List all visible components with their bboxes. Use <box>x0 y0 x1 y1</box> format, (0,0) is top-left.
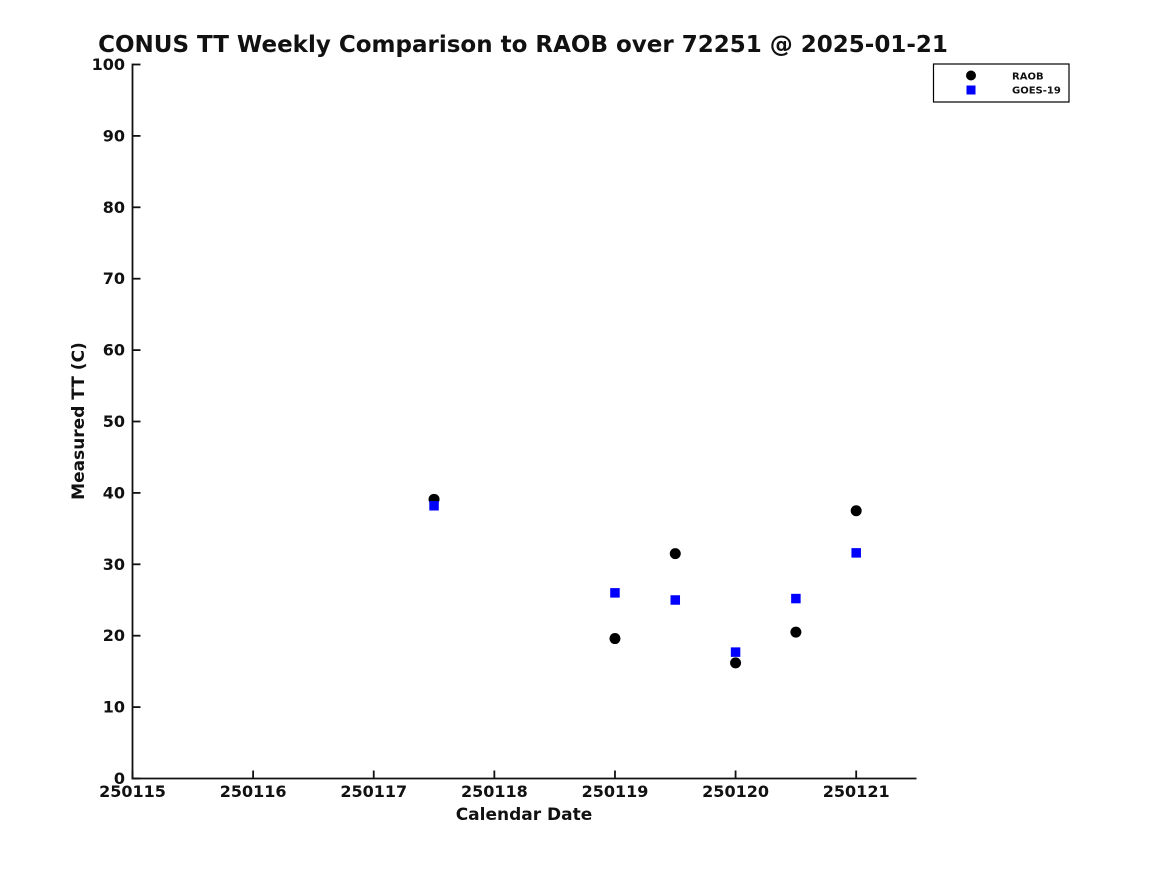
point-goes-19 <box>610 588 620 598</box>
legend-label-goes19: GOES-19 <box>1012 86 1061 97</box>
y-tick-label: 100 <box>92 55 125 74</box>
y-tick-label: 20 <box>103 626 125 645</box>
point-goes-19 <box>730 647 741 657</box>
y-tick-label: 10 <box>103 698 125 717</box>
point-raob <box>609 633 621 645</box>
point-raob <box>790 626 802 638</box>
y-tick-label: 90 <box>103 126 125 145</box>
x-tick-label: 250116 <box>220 782 287 801</box>
y-tick-label: 50 <box>103 412 125 431</box>
point-goes-19 <box>670 595 681 605</box>
y-tick-label: 80 <box>103 198 125 217</box>
x-axis-label: Calendar Date <box>456 805 593 825</box>
x-tick-label: 250120 <box>702 782 769 801</box>
data-points <box>428 493 862 669</box>
x-tick-label: 250121 <box>823 782 890 801</box>
point-goes-19 <box>429 501 439 511</box>
y-tick-label: 70 <box>103 269 125 288</box>
point-raob <box>669 548 681 560</box>
legend-box <box>932 63 1070 103</box>
y-tick-label: 40 <box>103 483 125 502</box>
axes <box>131 63 917 780</box>
legend-label-raob: RAOB <box>1012 72 1044 83</box>
chart-title: CONUS TT Weekly Comparison to RAOB over … <box>98 32 948 58</box>
y-axis-label: Measured TT (C) <box>69 342 89 500</box>
legend-marker-goes19-icon <box>966 85 976 95</box>
x-tick-label: 250118 <box>461 782 528 801</box>
y-tick-label: 30 <box>103 555 125 574</box>
tick-labels: 0 10 20 30 40 50 60 70 80 90 100 250115 250116 250117… <box>92 55 890 801</box>
point-raob <box>850 505 862 517</box>
x-tick-label: 250117 <box>340 782 407 801</box>
point-raob <box>730 657 742 669</box>
x-tick-label: 250119 <box>582 782 649 801</box>
legend-marker-raob-icon <box>966 70 976 81</box>
legend: RAOB GOES-19 <box>932 63 1070 103</box>
point-goes-19 <box>791 593 801 604</box>
y-tick-label: 0 <box>114 769 125 788</box>
point-goes-19 <box>851 548 861 558</box>
x-tick-label: 250115 <box>99 782 166 801</box>
y-tick-label: 60 <box>103 341 125 360</box>
